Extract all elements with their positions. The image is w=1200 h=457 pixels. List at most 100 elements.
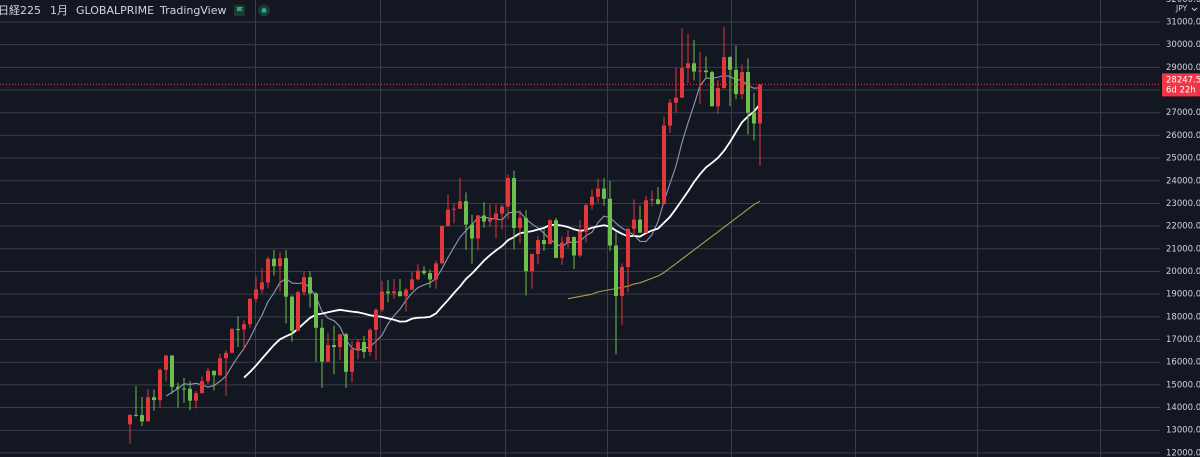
candle-body [152, 397, 156, 401]
candle-body [362, 342, 366, 352]
candle-body [650, 199, 654, 201]
candle-body [680, 68, 684, 98]
y-tick-label: 12000.0 [1166, 448, 1200, 457]
candle-body [482, 215, 486, 222]
candle-body [740, 72, 744, 95]
candle-body [728, 57, 732, 70]
candle-body [134, 414, 138, 416]
candle-body [212, 370, 216, 376]
candle-body [140, 415, 144, 422]
candle-body [596, 188, 600, 197]
candle-body [578, 231, 582, 256]
candle-body [470, 224, 474, 239]
candle-body [662, 125, 666, 204]
candle-body [692, 63, 696, 72]
currency-chevron[interactable] [1191, 7, 1198, 12]
candle-body [548, 220, 552, 245]
candle-body [464, 201, 468, 225]
candle-body [608, 198, 612, 246]
candle-body [614, 245, 618, 297]
candle-body [188, 388, 192, 401]
currency-label[interactable]: JPY [1175, 4, 1188, 13]
candle-body [320, 327, 324, 362]
candle-body [398, 291, 402, 297]
candle-body [308, 277, 312, 294]
y-tick-label: 23000.0 [1166, 199, 1200, 209]
candle-body [626, 228, 630, 268]
candle-body [236, 329, 240, 331]
candle-body [326, 344, 330, 362]
candle-body [674, 97, 678, 103]
last-price-box [1162, 73, 1200, 97]
candle-body [344, 334, 348, 372]
moving-average-line [567, 200, 761, 300]
candle-body [632, 219, 636, 229]
y-tick-label: 15000.0 [1166, 380, 1200, 390]
candle-body [224, 352, 228, 359]
candle-body [656, 199, 660, 204]
y-tick-label: 26000.0 [1166, 131, 1200, 141]
candle-body [260, 282, 264, 290]
candle-body [356, 342, 360, 350]
moving-average-line [243, 103, 761, 379]
y-tick-label: 13000.0 [1166, 426, 1200, 436]
candle-body [752, 112, 756, 124]
candle-body [290, 296, 294, 331]
candle-body [350, 349, 354, 372]
candle-body [536, 240, 540, 254]
candle-body [248, 298, 252, 325]
candle-body [710, 72, 714, 107]
candle-body [410, 279, 414, 290]
candle-body [164, 355, 168, 370]
candle-body [182, 388, 186, 390]
candle-body [530, 253, 534, 272]
status-dot[interactable] [261, 8, 267, 13]
candle-body [368, 329, 372, 352]
candle-body [230, 329, 234, 353]
y-tick-label: 16000.0 [1166, 358, 1200, 368]
source: TradingView [159, 4, 226, 17]
last-price-label: 28247.5 [1166, 75, 1200, 85]
y-tick-label: 20000.0 [1166, 267, 1200, 277]
y-tick-label: 17000.0 [1166, 335, 1200, 345]
candle-body [296, 292, 300, 331]
horizontal-grid [0, 21, 1160, 454]
candle-body [518, 218, 522, 228]
y-tick-label: 24000.0 [1166, 176, 1200, 186]
candle-body [512, 178, 516, 228]
candle-body [602, 188, 606, 199]
candle-body [746, 72, 750, 113]
y-tick-label: 21000.0 [1166, 244, 1200, 254]
candle-body [524, 218, 528, 272]
candle-body [506, 178, 510, 207]
flag-icon[interactable] [237, 7, 243, 14]
candle-body [686, 63, 690, 69]
candle-body [206, 370, 210, 382]
y-tick-label: 30000.0 [1166, 40, 1200, 50]
candle-body [584, 205, 588, 232]
y-tick-label: 31000.0 [1166, 17, 1200, 27]
candle-body [590, 196, 594, 206]
candle-body [722, 57, 726, 88]
y-tick-label: 18000.0 [1166, 312, 1200, 322]
candle-body [302, 277, 306, 293]
candle-body [128, 414, 132, 425]
interval: 1月 [50, 4, 68, 17]
candle-body [758, 84, 762, 124]
currency[interactable]: JPY [1175, 4, 1198, 13]
candle-body [278, 258, 282, 267]
countdown-label: 6d 22h [1166, 85, 1196, 95]
candle-body [698, 70, 702, 72]
candle-body [422, 270, 426, 274]
broker: GLOBALPRIME [76, 4, 154, 17]
candle-body [200, 381, 204, 394]
vertical-grid [255, 0, 1101, 457]
candle-body [332, 344, 336, 348]
candle-body [272, 258, 276, 267]
candle-body [416, 270, 420, 280]
candle-body [500, 206, 504, 214]
